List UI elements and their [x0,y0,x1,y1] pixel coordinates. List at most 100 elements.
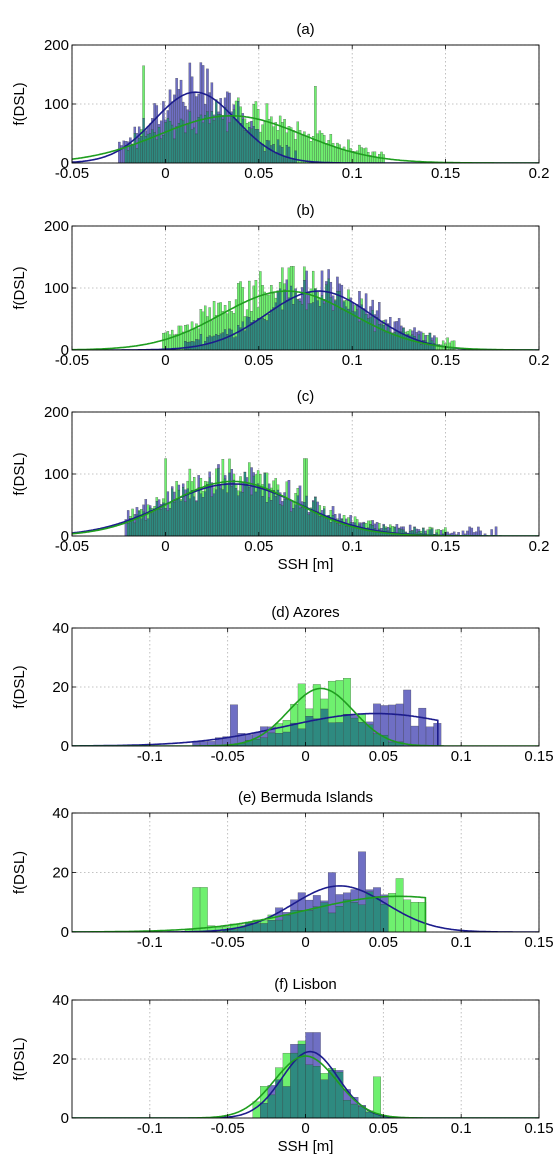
bar-overlap [287,146,291,163]
bar-overlap [358,722,366,746]
bar-blue [380,322,383,325]
bar-blue [424,335,427,341]
bar-overlap [311,302,315,350]
bar-green [254,474,258,493]
bar-green [298,130,302,163]
bar-blue [228,92,231,123]
x-tick-label: 0.1 [451,934,472,951]
bar-overlap [322,303,326,350]
fit-curve-green [72,290,539,350]
bar-blue [197,93,200,118]
bar-blue [217,111,220,115]
bar-overlap [151,512,154,536]
histogram-overlap [230,708,404,746]
bar-green [237,490,240,496]
bar-blue [349,515,352,523]
bar-overlap [260,737,268,746]
bar-blue [430,337,434,341]
bar-green [395,878,404,932]
bar-overlap [362,309,366,350]
bar-overlap [126,523,130,536]
bar-green [232,473,236,481]
bar-overlap [210,496,214,536]
bar-overlap [334,520,337,536]
x-tick-label: 0.2 [529,538,550,555]
histogram-overlap [260,1044,397,1118]
bar-green [305,135,308,163]
bar-blue [371,520,374,526]
bar-blue [452,531,456,536]
bar-overlap [234,119,238,163]
bar-overlap [305,910,314,932]
bar-blue [250,120,253,129]
bar-green [199,477,203,494]
bar-overlap [316,300,319,350]
bar-green [206,481,209,485]
bar-green [192,887,201,932]
bar-overlap [316,511,319,536]
bar-overlap [389,331,392,350]
bar-overlap [281,505,284,536]
bar-blue [223,475,227,480]
bar-blue [195,96,198,135]
bar-overlap [345,526,348,536]
bar-green [186,480,189,489]
bar-green [450,340,454,350]
bar-blue [177,484,181,491]
bar-overlap [371,309,374,350]
bar-blue [285,279,289,301]
bar-overlap [275,919,284,932]
bar-green [322,135,326,163]
bar-overlap [254,491,258,536]
bar-overlap [201,497,205,536]
bar-overlap [197,117,200,163]
bar-overlap [129,145,132,163]
bar-overlap [241,492,244,536]
bar-blue [327,269,330,280]
bar-blue [290,1044,299,1054]
bar-blue [457,532,460,536]
bar-green [201,311,205,347]
bar-blue [343,892,351,901]
bar-overlap [131,519,134,536]
bar-overlap [197,487,200,536]
bar-green [212,487,216,494]
bar-blue [166,110,170,119]
bar-green [199,887,208,932]
bar-green [252,104,255,127]
bar-overlap [307,514,311,536]
bar-overlap [272,144,275,163]
bar-overlap [252,739,261,746]
bar-green [408,329,412,337]
bar-overlap [245,484,249,536]
bar-overlap [265,320,269,350]
y-tick-label: 0 [61,155,69,172]
bar-green [228,458,231,474]
bar-green [448,342,452,350]
bar-overlap [250,494,253,536]
plot-area [72,678,539,746]
bar-green [334,147,337,163]
bar-overlap [215,489,218,536]
x-tick-label: 0.2 [529,165,550,182]
bar-overlap [245,132,249,163]
bar-overlap [380,904,389,932]
bar-overlap [237,101,240,163]
bar-blue [338,283,341,292]
bar-overlap [259,486,262,536]
bar-green [270,285,273,311]
bar-blue [135,507,139,516]
bar-green [197,328,200,340]
bar-green [129,515,132,519]
bar-green [316,133,319,163]
bar-overlap [294,504,297,536]
bar-green [223,305,227,330]
bar-overlap [364,314,368,350]
bar-overlap [373,896,381,932]
bar-green [276,484,280,491]
bar-blue [351,303,355,312]
bar-blue [166,491,170,511]
bar-overlap [272,307,275,350]
bar-overlap [126,150,130,163]
bar-overlap [153,510,156,536]
